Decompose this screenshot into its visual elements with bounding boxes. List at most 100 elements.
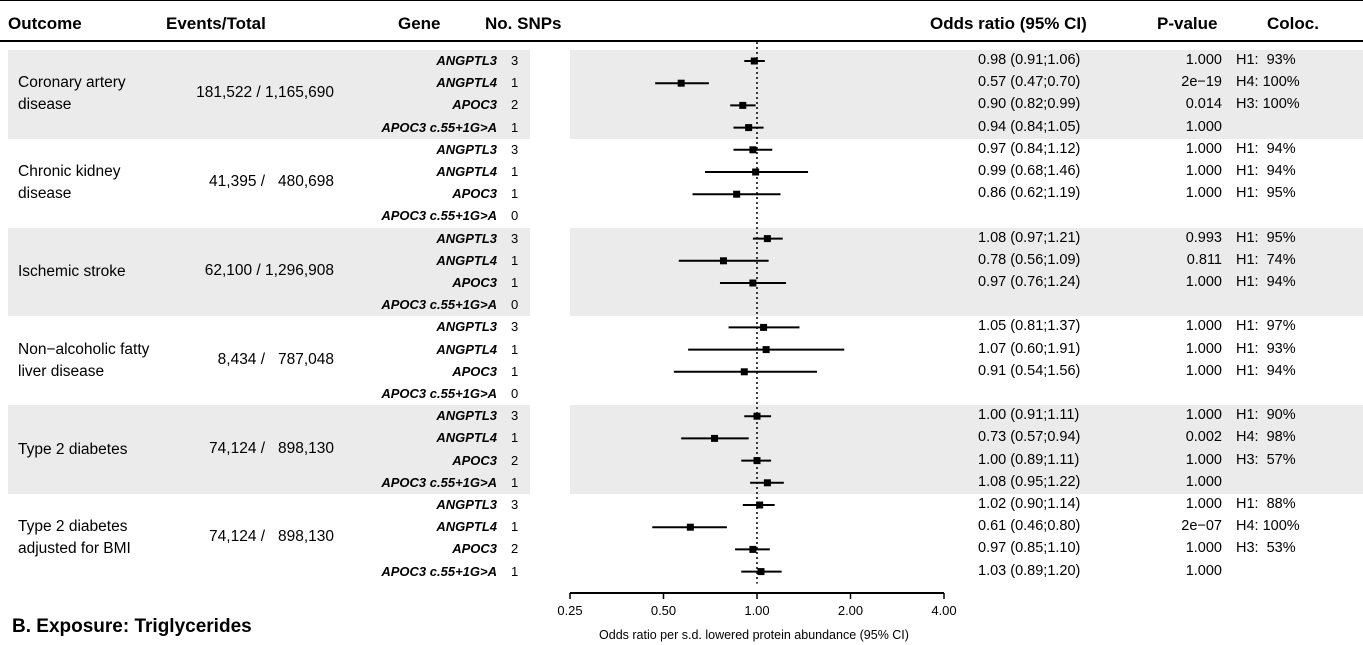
p-value: 1.000 [1185, 318, 1222, 335]
outcome-label: Type 2 diabetes [18, 518, 128, 536]
odds-ratio-ci: 1.07 (0.60;1.91) [978, 340, 1081, 357]
n-snps: 1 [511, 430, 519, 446]
coloc-value: H1: 93% [1236, 52, 1296, 68]
coloc-value: H1: 94% [1236, 274, 1296, 290]
odds-ratio-ci: 0.73 (0.57;0.94) [978, 429, 1081, 446]
n-snps: 2 [511, 97, 519, 113]
p-value: 0.811 [1186, 251, 1222, 268]
point-estimate [733, 190, 741, 198]
gene-label: ANGPTL4 [436, 341, 497, 357]
n-snps: 0 [511, 208, 519, 224]
n-snps: 1 [511, 341, 519, 357]
p-value: 1.000 [1185, 52, 1222, 68]
n-snps: 0 [511, 297, 519, 313]
n-snps: 1 [511, 119, 519, 135]
events-total: 74,124 / 898,130 [204, 439, 334, 457]
odds-ratio-ci: 0.61 (0.46;0.80) [978, 518, 1081, 535]
p-value: 2e−07 [1181, 518, 1222, 535]
gene-label: ANGPTL4 [436, 75, 497, 91]
p-value: 1.000 [1185, 473, 1222, 490]
coloc-value: H3: 53% [1236, 540, 1296, 557]
p-value: 2e−19 [1181, 74, 1222, 91]
events-total: 62,100 / 1,296,908 [200, 261, 334, 279]
gene-label: ANGPTL3 [436, 319, 497, 335]
p-value: 1.000 [1185, 163, 1222, 179]
header-outcome: Outcome [8, 14, 82, 33]
n-snps: 1 [511, 186, 519, 202]
group-band [570, 49, 1363, 139]
odds-ratio-ci: 1.05 (0.81;1.37) [978, 318, 1081, 335]
top-rule [0, 0, 1363, 1]
n-snps: 3 [511, 319, 519, 335]
point-estimate [750, 57, 758, 65]
group-band [570, 227, 1363, 317]
gene-label: APOC3 [452, 275, 497, 290]
header-rule [0, 40, 1363, 42]
coloc-value: H1: 94% [1236, 140, 1296, 157]
point-estimate [740, 368, 748, 376]
gene-label: APOC3 [452, 363, 497, 379]
p-value: 1.000 [1185, 340, 1222, 357]
coloc-value: H1: 94% [1236, 163, 1296, 179]
point-estimate [756, 501, 764, 509]
n-snps: 1 [511, 252, 519, 268]
coloc-value: H1: 94% [1236, 362, 1296, 379]
coloc-value: H1: 90% [1236, 407, 1296, 424]
outcome-label: adjusted for BMI [18, 540, 131, 558]
n-snps: 1 [511, 519, 519, 535]
coloc-value: H1: 95% [1236, 185, 1296, 202]
x-tick-label: 4.00 [931, 603, 956, 618]
outcome-label: liver disease [18, 362, 105, 380]
coloc-value: H4: 98% [1236, 429, 1296, 446]
header-odds-ratio: Odds ratio (95% CI) [930, 14, 1087, 33]
header-p-value: P-value [1157, 14, 1218, 33]
coloc-value: H1: 93% [1236, 340, 1296, 357]
p-value: 1.000 [1185, 407, 1222, 424]
group-band [8, 227, 530, 317]
point-estimate [739, 101, 747, 109]
odds-ratio-ci: 0.97 (0.84;1.12) [978, 140, 1081, 157]
gene-label: APOC3 [452, 541, 497, 557]
odds-ratio-ci: 1.00 (0.91;1.11) [978, 407, 1080, 424]
n-snps: 1 [511, 75, 519, 91]
n-snps: 1 [511, 363, 519, 379]
odds-ratio-ci: 0.78 (0.56;1.09) [978, 251, 1081, 268]
point-estimate [749, 279, 757, 287]
point-estimate [763, 479, 771, 487]
point-estimate [711, 434, 719, 442]
gene-label: APOC3 c.55+1G>A [381, 563, 497, 579]
x-tick-label: 0.50 [651, 603, 676, 618]
p-value: 1.000 [1185, 540, 1222, 557]
events-total: 8,434 / 787,048 [209, 350, 334, 368]
p-value: 1.000 [1185, 451, 1222, 468]
gene-label: ANGPTL4 [436, 252, 497, 268]
odds-ratio-ci: 0.57 (0.47;0.70) [978, 74, 1081, 91]
odds-ratio-ci: 0.98 (0.91;1.06) [978, 52, 1081, 68]
x-tick-label: 0.25 [557, 603, 582, 618]
gene-label: APOC3 c.55+1G>A [381, 208, 497, 224]
n-snps: 0 [511, 386, 519, 401]
n-snps: 1 [511, 563, 519, 579]
odds-ratio-ci: 0.99 (0.68;1.46) [978, 163, 1081, 179]
p-value: 1.000 [1185, 140, 1222, 157]
outcome-label: Chronic kidney [18, 163, 121, 181]
point-estimate [760, 323, 768, 331]
odds-ratio-ci: 1.08 (0.95;1.22) [978, 473, 1081, 490]
coloc-value: H4: 100% [1236, 518, 1300, 535]
p-value: 0.002 [1185, 429, 1222, 446]
coloc-value: H1: 88% [1236, 496, 1296, 512]
point-estimate [749, 146, 757, 154]
events-total: 74,124 / 898,130 [204, 528, 334, 546]
coloc-value: H1: 97% [1236, 318, 1296, 335]
p-value: 0.993 [1185, 229, 1222, 246]
point-estimate [719, 257, 727, 265]
odds-ratio-ci: 0.86 (0.62;1.19) [978, 185, 1081, 202]
gene-label: APOC3 c.55+1G>A [381, 474, 497, 490]
outcome-label: disease [18, 185, 72, 203]
odds-ratio-ci: 0.91 (0.54;1.56) [978, 362, 1081, 379]
odds-ratio-ci: 1.03 (0.89;1.20) [978, 562, 1081, 579]
p-value: 1.000 [1185, 118, 1222, 135]
p-value: 1.000 [1185, 274, 1222, 290]
n-snps: 3 [511, 230, 519, 246]
